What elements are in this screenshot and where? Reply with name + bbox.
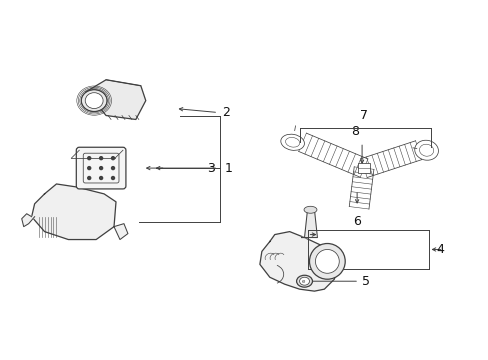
Polygon shape: [259, 231, 339, 291]
Circle shape: [100, 167, 102, 170]
Ellipse shape: [304, 206, 316, 213]
Bar: [357, 163, 369, 173]
Circle shape: [111, 176, 114, 180]
Ellipse shape: [81, 90, 107, 112]
Circle shape: [309, 243, 345, 279]
Ellipse shape: [280, 134, 304, 150]
Polygon shape: [114, 224, 128, 239]
Polygon shape: [32, 184, 116, 239]
Polygon shape: [301, 210, 317, 238]
Circle shape: [111, 167, 114, 170]
Text: 4: 4: [436, 243, 444, 256]
FancyBboxPatch shape: [76, 147, 126, 189]
Text: 5: 5: [361, 275, 369, 288]
Ellipse shape: [285, 138, 299, 147]
Circle shape: [100, 176, 102, 180]
Circle shape: [111, 157, 114, 159]
Ellipse shape: [296, 275, 312, 287]
Ellipse shape: [419, 144, 433, 156]
Polygon shape: [21, 214, 35, 227]
Text: 7: 7: [359, 109, 367, 122]
Text: 2: 2: [222, 106, 229, 119]
Circle shape: [315, 249, 339, 273]
Circle shape: [87, 176, 90, 180]
Ellipse shape: [299, 277, 309, 285]
Ellipse shape: [85, 93, 103, 109]
Circle shape: [87, 167, 90, 170]
Circle shape: [87, 157, 90, 159]
Text: 8: 8: [350, 125, 358, 138]
Text: 6: 6: [352, 215, 360, 228]
Text: 1: 1: [224, 162, 233, 175]
Text: 3: 3: [207, 162, 215, 175]
Polygon shape: [86, 80, 145, 120]
Text: e: e: [301, 279, 305, 284]
Ellipse shape: [414, 140, 438, 160]
Circle shape: [100, 157, 102, 159]
